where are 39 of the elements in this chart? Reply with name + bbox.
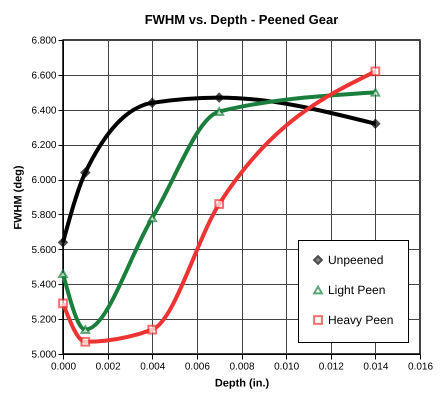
y-tick-label: 5.400 <box>31 280 57 291</box>
y-tick-label: 6.000 <box>31 175 57 186</box>
point <box>147 98 158 108</box>
legend-label: Unpeened <box>328 253 384 267</box>
x-tick-label: 0.012 <box>318 362 344 372</box>
x-tick-label: 0.014 <box>363 362 389 372</box>
x-tick-label: 0.000 <box>50 362 76 372</box>
x-tick-label: 0.008 <box>229 362 255 372</box>
point <box>214 92 224 102</box>
point <box>80 325 90 334</box>
y-axis-title: FWHM (deg) <box>12 165 24 230</box>
y-tick-label: 5.200 <box>31 314 57 326</box>
x-tick-label: 0.006 <box>184 362 210 372</box>
legend-label: Light Peen <box>328 283 386 297</box>
chart-title: FWHM vs. Depth - Peened Gear <box>144 12 338 27</box>
point <box>214 107 224 116</box>
point <box>370 118 380 129</box>
y-tick-label: 6.200 <box>31 140 57 152</box>
point <box>214 199 224 209</box>
x-tick-label: 0.002 <box>96 362 122 372</box>
point <box>147 324 158 334</box>
x-axis-title: Depth (in.) <box>214 378 270 390</box>
point <box>80 336 90 347</box>
point <box>147 214 158 222</box>
y-tick-label: 6.800 <box>31 36 57 46</box>
x-tick-label: 0.010 <box>274 362 300 372</box>
y-tick-label: 5.000 <box>31 350 57 360</box>
point <box>370 88 380 97</box>
x-tick-label: 0.004 <box>140 362 166 372</box>
y-tick-label: 5.600 <box>31 244 57 256</box>
y-tick-label: 5.800 <box>31 210 57 221</box>
x-tick-label: 0.016 <box>408 362 434 372</box>
y-tick-label: 6.600 <box>31 70 57 82</box>
y-tick-label: 6.400 <box>31 105 57 116</box>
legend-label: Heavy Peen <box>328 313 394 327</box>
point <box>370 66 380 76</box>
point <box>58 298 68 308</box>
point <box>80 168 90 178</box>
point <box>58 237 68 248</box>
